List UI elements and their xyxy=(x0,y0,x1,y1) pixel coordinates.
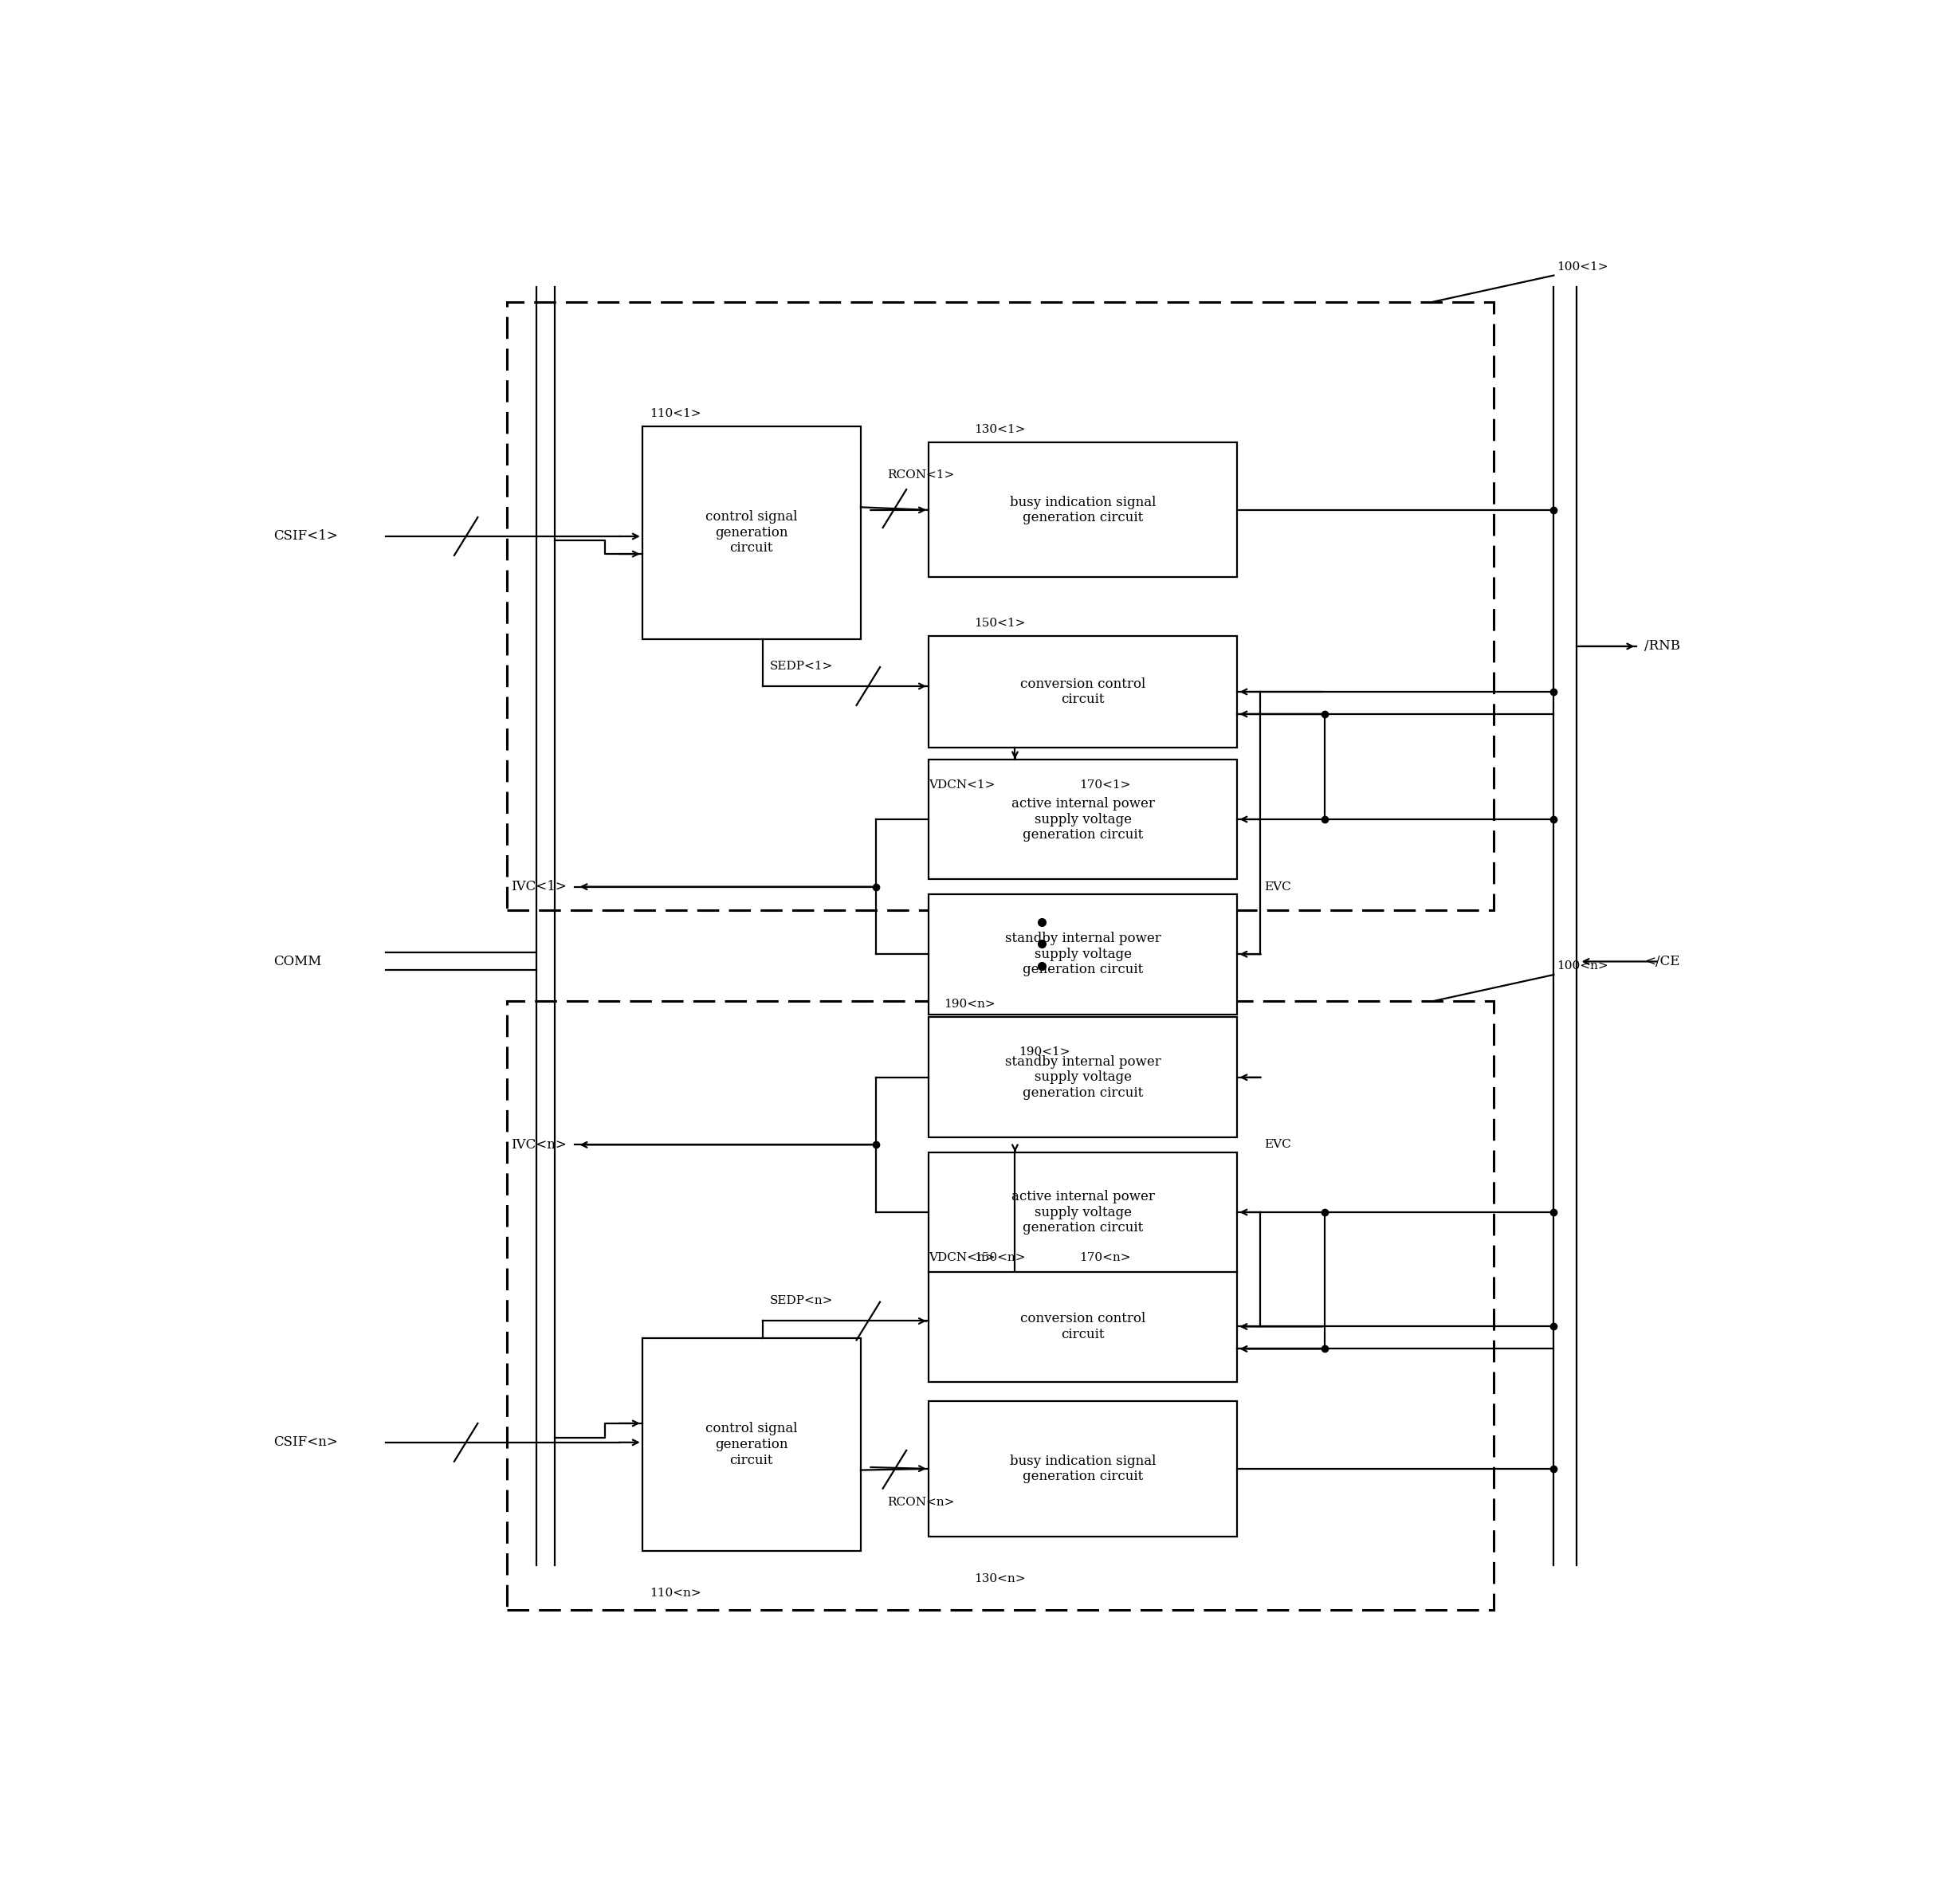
Bar xyxy=(929,895,1236,1015)
Text: 110<n>: 110<n> xyxy=(649,1588,702,1599)
Text: 130<n>: 130<n> xyxy=(974,1573,1024,1584)
Text: IVC<1>: IVC<1> xyxy=(511,880,568,893)
Text: 150<n>: 150<n> xyxy=(974,1253,1024,1264)
Text: COMM: COMM xyxy=(272,954,321,969)
Text: conversion control
circuit: conversion control circuit xyxy=(1021,1312,1145,1340)
Bar xyxy=(642,426,861,640)
Text: 170<1>: 170<1> xyxy=(1079,781,1131,790)
Text: control signal
generation
circuit: control signal generation circuit xyxy=(706,510,797,556)
Bar xyxy=(929,1152,1236,1272)
Text: EVC: EVC xyxy=(1264,1139,1291,1150)
Text: VDCN<n>: VDCN<n> xyxy=(929,1253,995,1264)
Text: conversion control
circuit: conversion control circuit xyxy=(1021,678,1145,706)
Text: /RNB: /RNB xyxy=(1645,640,1680,653)
Bar xyxy=(929,760,1236,880)
Bar xyxy=(929,1017,1236,1137)
Text: SEDP<1>: SEDP<1> xyxy=(770,661,834,672)
Text: busy indication signal
generation circuit: busy indication signal generation circui… xyxy=(1009,1455,1157,1483)
Text: IVC<n>: IVC<n> xyxy=(511,1139,568,1152)
Bar xyxy=(507,1002,1493,1609)
Bar xyxy=(929,1401,1236,1537)
Text: VDCN<1>: VDCN<1> xyxy=(929,781,995,790)
Text: 110<1>: 110<1> xyxy=(649,407,702,419)
Text: 190<1>: 190<1> xyxy=(1019,1047,1071,1059)
Text: 150<1>: 150<1> xyxy=(974,617,1024,628)
Text: 130<1>: 130<1> xyxy=(974,425,1024,436)
Bar xyxy=(929,1270,1236,1382)
Text: active internal power
supply voltage
generation circuit: active internal power supply voltage gen… xyxy=(1011,1190,1155,1234)
Text: 190<n>: 190<n> xyxy=(943,1000,995,1009)
Text: standby internal power
supply voltage
generation circuit: standby internal power supply voltage ge… xyxy=(1005,1055,1161,1101)
Text: 170<n>: 170<n> xyxy=(1079,1253,1131,1264)
Text: control signal
generation
circuit: control signal generation circuit xyxy=(706,1422,797,1466)
Text: </CE: </CE xyxy=(1645,954,1680,969)
Text: SEDP<n>: SEDP<n> xyxy=(770,1295,834,1306)
Bar xyxy=(929,636,1236,748)
Text: standby internal power
supply voltage
generation circuit: standby internal power supply voltage ge… xyxy=(1005,931,1161,977)
Bar xyxy=(929,442,1236,577)
Text: RCON<1>: RCON<1> xyxy=(886,470,955,482)
Text: 100<n>: 100<n> xyxy=(1557,962,1608,971)
Text: busy indication signal
generation circuit: busy indication signal generation circui… xyxy=(1009,495,1157,526)
Bar xyxy=(642,1339,861,1552)
Text: CSIF<1>: CSIF<1> xyxy=(272,529,338,543)
Text: active internal power
supply voltage
generation circuit: active internal power supply voltage gen… xyxy=(1011,798,1155,842)
Text: RCON<n>: RCON<n> xyxy=(886,1497,955,1508)
Text: 100<1>: 100<1> xyxy=(1557,261,1608,272)
Text: CSIF<n>: CSIF<n> xyxy=(272,1436,338,1449)
Bar xyxy=(507,301,1493,910)
Text: EVC: EVC xyxy=(1264,882,1291,893)
